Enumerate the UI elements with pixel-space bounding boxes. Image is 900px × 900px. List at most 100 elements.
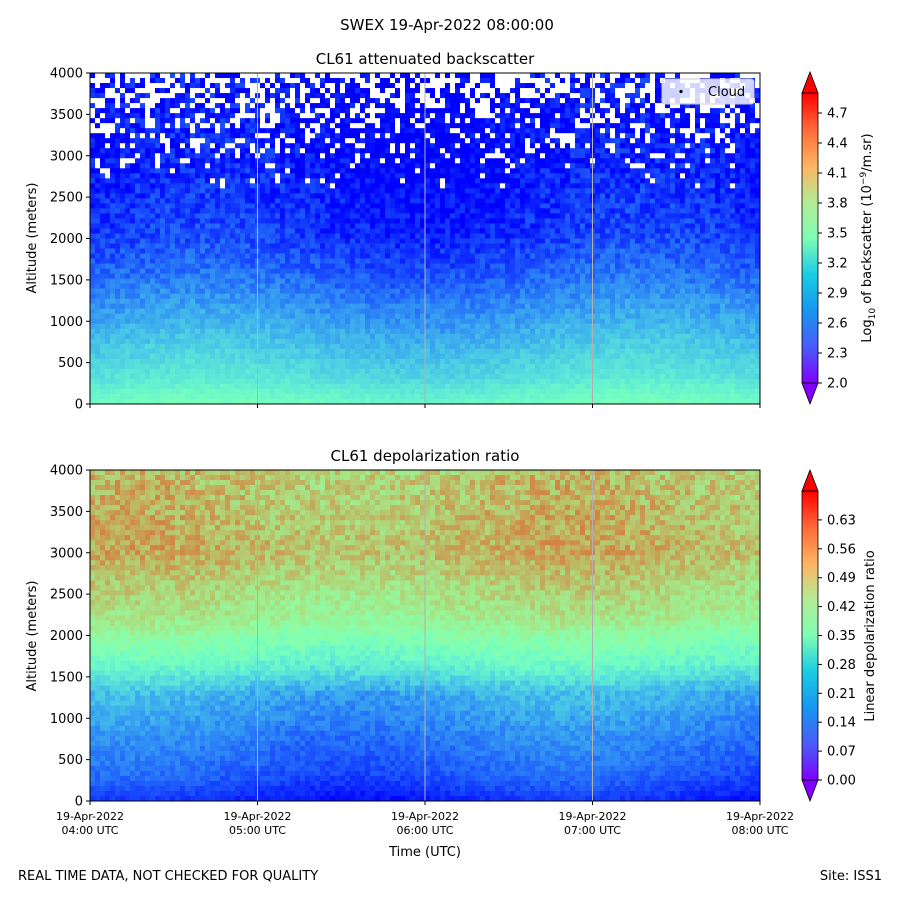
heatmap-cell	[635, 123, 640, 128]
heatmap-cell	[340, 254, 345, 259]
heatmap-cell	[195, 113, 200, 118]
heatmap-cell	[655, 148, 660, 153]
heatmap-cell	[450, 83, 455, 88]
heatmap-cell	[90, 223, 95, 228]
heatmap-cell	[355, 198, 360, 203]
heatmap-cell	[630, 188, 635, 193]
heatmap-cell	[655, 93, 660, 98]
heatmap-cell	[640, 173, 645, 178]
heatmap-cell	[735, 254, 740, 259]
heatmap-cell	[655, 218, 660, 223]
heatmap-cell	[620, 178, 625, 183]
heatmap-cell	[200, 113, 205, 118]
heatmap-cell	[430, 228, 435, 233]
heatmap-cell	[115, 133, 120, 138]
heatmap-cell	[700, 173, 705, 178]
heatmap-cell	[205, 103, 210, 108]
heatmap-cell	[270, 158, 275, 163]
heatmap-cell	[295, 208, 300, 213]
heatmap-cell	[105, 138, 110, 143]
heatmap-cell	[350, 113, 355, 118]
heatmap-cell	[660, 233, 665, 238]
heatmap-cell	[670, 168, 675, 173]
heatmap-cell	[580, 188, 585, 193]
heatmap-cell	[205, 153, 210, 158]
heatmap-cell	[390, 249, 395, 254]
heatmap-cell	[525, 193, 530, 198]
heatmap-cell	[545, 123, 550, 128]
heatmap-cell	[595, 203, 600, 208]
heatmap-cell	[310, 83, 315, 88]
heatmap-cell	[605, 143, 610, 148]
heatmap-cell	[685, 133, 690, 138]
heatmap-cell	[395, 118, 400, 123]
heatmap-cell	[190, 118, 195, 123]
heatmap-cell	[90, 73, 95, 78]
heatmap-cell	[160, 98, 165, 103]
heatmap-cell	[265, 153, 270, 158]
heatmap-cell	[115, 254, 120, 259]
heatmap-cell	[300, 249, 305, 254]
heatmap-cell	[365, 93, 370, 98]
heatmap-cell	[685, 113, 690, 118]
heatmap-cell	[125, 188, 130, 193]
heatmap-cell	[530, 163, 535, 168]
heatmap-cell	[105, 193, 110, 198]
heatmap-cell	[440, 178, 445, 183]
heatmap-cell	[645, 118, 650, 123]
heatmap-cell	[310, 108, 315, 113]
heatmap-cell	[220, 148, 225, 153]
heatmap-cell	[285, 198, 290, 203]
heatmap-cell	[635, 213, 640, 218]
heatmap-cell	[220, 168, 225, 173]
heatmap-cell	[655, 244, 660, 249]
heatmap-cell	[185, 113, 190, 118]
heatmap-cell	[530, 158, 535, 163]
heatmap-cell	[185, 249, 190, 254]
heatmap-cell	[625, 193, 630, 198]
heatmap-cell	[430, 183, 435, 188]
heatmap-cell	[395, 178, 400, 183]
heatmap-cell	[385, 143, 390, 148]
heatmap-cell	[610, 208, 615, 213]
heatmap-cell	[685, 158, 690, 163]
heatmap-cell	[375, 103, 380, 108]
heatmap-cell	[705, 244, 710, 249]
heatmap-cell	[585, 233, 590, 238]
heatmap-cell	[170, 178, 175, 183]
heatmap-cell	[630, 244, 635, 249]
heatmap-cell	[210, 93, 215, 98]
heatmap-cell	[340, 133, 345, 138]
heatmap-cell	[530, 103, 535, 108]
heatmap-cell	[310, 213, 315, 218]
heatmap-cell	[695, 168, 700, 173]
heatmap-cell	[450, 173, 455, 178]
heatmap-cell	[415, 103, 420, 108]
heatmap-cell	[185, 183, 190, 188]
heatmap-cell	[500, 168, 505, 173]
heatmap-cell	[585, 168, 590, 173]
heatmap-cell	[170, 208, 175, 213]
heatmap-cell	[495, 188, 500, 193]
heatmap-cell	[355, 73, 360, 78]
heatmap-cell	[475, 249, 480, 254]
heatmap-cell	[435, 173, 440, 178]
heatmap-cell	[635, 183, 640, 188]
heatmap-cell	[455, 203, 460, 208]
heatmap-cell	[650, 173, 655, 178]
heatmap-cell	[750, 163, 755, 168]
heatmap-cell	[480, 138, 485, 143]
heatmap-cell	[345, 153, 350, 158]
heatmap-cell	[550, 103, 555, 108]
heatmap-cell	[475, 203, 480, 208]
heatmap-cell	[750, 73, 755, 78]
heatmap-cell	[445, 143, 450, 148]
heatmap-cell	[175, 254, 180, 259]
heatmap-cell	[215, 138, 220, 143]
heatmap-cell	[110, 228, 115, 233]
heatmap-cell	[515, 143, 520, 148]
heatmap-cell	[370, 88, 375, 93]
heatmap-cell	[95, 103, 100, 108]
heatmap-cell	[360, 239, 365, 244]
heatmap-cell	[235, 213, 240, 218]
